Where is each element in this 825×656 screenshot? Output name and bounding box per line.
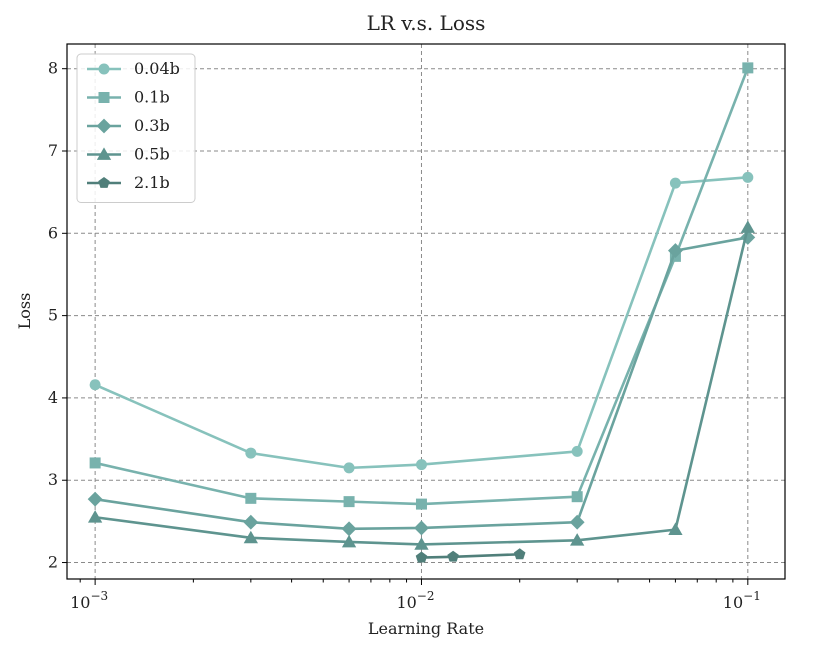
legend-label: 0.04b <box>134 59 180 78</box>
data-point <box>667 243 683 259</box>
data-point <box>415 551 428 563</box>
legend-label: 0.3b <box>134 116 170 135</box>
x-tick-label: 10−1 <box>723 589 761 612</box>
data-point <box>245 447 257 459</box>
data-point <box>245 492 257 504</box>
legend-marker <box>96 147 112 160</box>
data-point <box>569 514 585 530</box>
legend-label: 2.1b <box>134 173 170 192</box>
data-point <box>742 62 754 74</box>
series-0.3b <box>87 229 756 537</box>
data-point <box>571 445 583 457</box>
data-point <box>243 530 258 544</box>
data-point <box>668 522 683 535</box>
data-point <box>87 491 103 507</box>
data-point <box>742 171 754 183</box>
plot-frame <box>66 43 786 580</box>
series-0.5b <box>87 220 755 550</box>
axis-ticks: 2 3 4 5 6 7 8 10−3 10−2 10−1 <box>48 59 761 612</box>
legend-marker <box>98 63 110 75</box>
legend-marker <box>96 118 112 134</box>
data-point <box>87 510 103 523</box>
y-tick-label: 6 <box>48 223 58 242</box>
data-point <box>343 496 355 508</box>
x-axis-title: Learning Rate <box>368 619 484 638</box>
data-point <box>513 548 526 560</box>
chart-title: LR v.s. Loss <box>367 11 486 35</box>
data-point <box>669 177 681 189</box>
y-tick-label: 5 <box>48 306 58 325</box>
data-point <box>447 550 459 562</box>
legend-marker <box>98 92 110 103</box>
data-point <box>89 379 101 391</box>
series-layer <box>87 62 756 563</box>
data-point <box>740 229 756 245</box>
y-tick-label: 8 <box>48 59 58 78</box>
x-tick-label: 10−3 <box>70 589 108 612</box>
y-tick-label: 3 <box>48 470 58 489</box>
data-point <box>341 534 357 548</box>
data-point <box>243 514 259 530</box>
series-line <box>421 553 520 559</box>
data-point <box>740 220 755 233</box>
y-tick-label: 4 <box>48 388 58 407</box>
data-point <box>571 491 583 503</box>
legend-label: 0.1b <box>134 88 170 107</box>
y-axis-title: Loss <box>15 293 34 330</box>
data-point <box>570 533 585 546</box>
y-tick-label: 7 <box>48 141 58 160</box>
data-point <box>415 498 427 510</box>
data-point <box>343 462 355 474</box>
data-point <box>89 457 101 469</box>
x-tick-label: 10−2 <box>396 589 434 612</box>
data-point <box>414 520 429 536</box>
series-0.04b <box>89 171 754 474</box>
data-point <box>414 537 429 550</box>
data-point <box>415 459 427 471</box>
series-2.1b <box>415 548 526 563</box>
data-point <box>341 521 357 537</box>
legend-box <box>76 53 196 203</box>
legend-marker <box>98 176 110 188</box>
legend-label: 0.5b <box>134 145 170 164</box>
y-tick-label: 2 <box>48 553 58 572</box>
legend: 0.04b 0.1b 0.3b 0.5b 2.1b <box>76 53 196 203</box>
